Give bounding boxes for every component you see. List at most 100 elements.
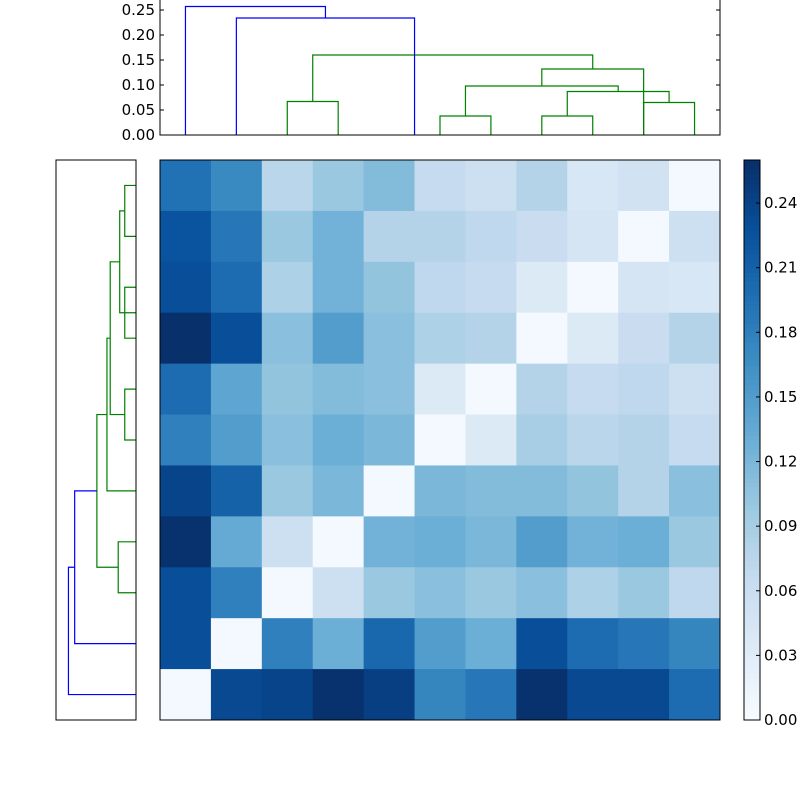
heatmap-cell: [516, 669, 568, 721]
heatmap-frame: [159, 159, 721, 721]
colorbar-segment: [744, 491, 760, 497]
heatmap-cell: [363, 210, 416, 263]
colorbar-segment: [744, 519, 760, 525]
colorbar-segment: [744, 533, 760, 539]
colorbar-segment: [744, 216, 760, 222]
colorbar-segment: [744, 164, 760, 170]
colorbar-segment: [744, 248, 760, 254]
heatmap-cell: [669, 261, 721, 314]
heatmap-cell: [465, 160, 517, 212]
heatmap-cell: [567, 363, 619, 416]
heatmap-cell: [516, 363, 568, 416]
colorbar-segment: [744, 603, 760, 609]
colorbar-segment: [744, 183, 760, 189]
heatmap-cell: [567, 160, 619, 212]
colorbar-segment: [744, 379, 760, 385]
colorbar-segment: [744, 220, 760, 226]
colorbar-segment: [744, 538, 760, 544]
colorbar-segment: [744, 323, 760, 329]
colorbar-segment: [744, 430, 760, 436]
colorbar-segment: [744, 696, 760, 702]
top-dendrogram-tick-label: 0.15: [122, 51, 155, 69]
heatmap-cell: [414, 414, 466, 466]
colorbar-segment: [744, 276, 760, 282]
colorbar-segment: [744, 654, 760, 660]
colorbar-segment: [744, 617, 760, 623]
heatmap-cell: [414, 261, 466, 314]
colorbar-segment: [744, 174, 760, 180]
colorbar-segment: [744, 463, 760, 469]
colorbar-segment: [744, 710, 760, 716]
colorbar-segment: [744, 547, 760, 553]
colorbar-segment: [744, 370, 760, 376]
colorbar-segment: [744, 314, 760, 320]
heatmap-cell: [669, 567, 721, 619]
colorbar-segment: [744, 202, 760, 208]
colorbar-segment: [744, 402, 760, 408]
colorbar-segment: [744, 258, 760, 264]
colorbar-segment: [744, 468, 760, 474]
heatmap-cell: [160, 363, 212, 416]
colorbar-tick-label: 0.18: [764, 323, 797, 341]
colorbar: 0.00 0.03 0.06 0.09 0.12 0.15 0.18 0.21 0.24: [743, 159, 797, 729]
colorbar-segment: [744, 309, 760, 315]
left-dendrogram-link: [109, 261, 125, 416]
heatmap-cell: [312, 669, 365, 721]
colorbar-tick-label: 0.06: [764, 582, 797, 600]
heatmap-cell: [618, 465, 670, 517]
colorbar-segment: [744, 486, 760, 492]
colorbar-segment: [744, 234, 760, 240]
top-dendrogram-tick-label: 0.00: [122, 126, 155, 144]
left-dendrogram-link: [74, 490, 136, 645]
left-dendrogram-link: [106, 337, 136, 492]
colorbar-segment: [744, 589, 760, 595]
heatmap-cell: [160, 210, 212, 263]
colorbar-segment: [744, 295, 760, 301]
colorbar-segment: [744, 388, 760, 394]
heatmap-cell: [312, 210, 365, 263]
colorbar-segment: [744, 706, 760, 712]
heatmap-cell: [669, 414, 721, 466]
heatmap-cell: [618, 160, 670, 212]
heatmap-cell: [363, 516, 416, 568]
colorbar-segment: [744, 384, 760, 390]
heatmap-cell: [567, 210, 619, 263]
colorbar-segment: [744, 510, 760, 516]
colorbar-segment: [744, 337, 760, 343]
heatmap-cell: [414, 465, 466, 517]
heatmap-cell: [516, 261, 568, 314]
colorbar-segment: [744, 211, 760, 217]
colorbar-segment: [744, 612, 760, 618]
heatmap-cell: [363, 567, 416, 619]
colorbar-segment: [744, 626, 760, 632]
heatmap-cell: [363, 363, 416, 416]
heatmap-cell: [414, 516, 466, 568]
colorbar-segment: [744, 197, 760, 203]
colorbar-segment: [744, 500, 760, 506]
colorbar-segment: [744, 594, 760, 600]
colorbar-segment: [744, 514, 760, 520]
heatmap-cell: [210, 465, 263, 517]
heatmap-cell: [312, 618, 365, 670]
heatmap-cell: [414, 618, 466, 670]
colorbar-segment: [744, 435, 760, 441]
heatmap-cell: [618, 516, 670, 568]
heatmap-cell: [618, 261, 670, 314]
heatmap-cell: [465, 414, 517, 466]
heatmap-cell: [414, 210, 466, 263]
heatmap-cell: [160, 567, 212, 619]
colorbar-segment: [744, 281, 760, 287]
heatmap-cell: [312, 363, 365, 416]
heatmap-cell: [261, 363, 314, 416]
heatmap-cell: [312, 567, 365, 619]
heatmap-cell: [567, 516, 619, 568]
colorbar-segment: [744, 631, 760, 637]
top-dendrogram-link: [312, 54, 594, 102]
heatmap-cell: [618, 618, 670, 670]
heatmap-cell: [414, 312, 466, 365]
heatmap-cell: [261, 567, 314, 619]
heatmap-cell: [312, 465, 365, 517]
colorbar-segment: [744, 192, 760, 198]
colorbar-segment: [744, 645, 760, 651]
